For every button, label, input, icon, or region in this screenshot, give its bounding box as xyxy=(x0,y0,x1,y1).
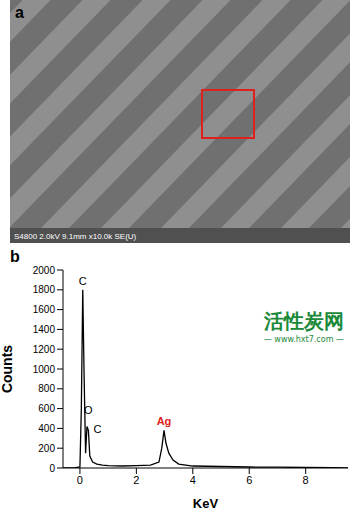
svg-text:0: 0 xyxy=(49,463,55,474)
svg-text:1200: 1200 xyxy=(33,344,56,355)
svg-text:1600: 1600 xyxy=(33,304,56,315)
svg-text:Ag: Ag xyxy=(157,415,172,427)
svg-text:S4800 2.0kV 9.1mm x10.0k SE(U): S4800 2.0kV 9.1mm x10.0k SE(U) xyxy=(14,232,137,241)
svg-text:400: 400 xyxy=(38,423,55,434)
svg-text:O: O xyxy=(84,404,93,416)
html-text:— www.hxt7.com —: — www.hxt7.com — xyxy=(263,335,344,344)
svg-text:600: 600 xyxy=(38,403,55,414)
svg-text:2000: 2000 xyxy=(33,265,56,276)
svg-text:200: 200 xyxy=(38,443,55,454)
svg-text:1400: 1400 xyxy=(33,324,56,335)
svg-text:1800: 1800 xyxy=(33,284,56,295)
html-text:b: b xyxy=(10,248,20,265)
svg-text:0: 0 xyxy=(77,474,83,486)
html-text:活性炭网: 活性炭网 xyxy=(263,309,344,333)
svg-text:Counts: Counts xyxy=(0,345,15,393)
svg-text:6: 6 xyxy=(246,474,252,486)
svg-text:800: 800 xyxy=(38,383,55,394)
svg-text:1000: 1000 xyxy=(33,364,56,375)
svg-text:8: 8 xyxy=(303,474,309,486)
svg-text:C: C xyxy=(93,423,101,435)
svg-text:4: 4 xyxy=(190,474,196,486)
svg-text:2: 2 xyxy=(133,474,139,486)
svg-text:a: a xyxy=(15,4,24,21)
svg-text:C: C xyxy=(79,275,87,287)
svg-text:KeV: KeV xyxy=(193,496,219,511)
